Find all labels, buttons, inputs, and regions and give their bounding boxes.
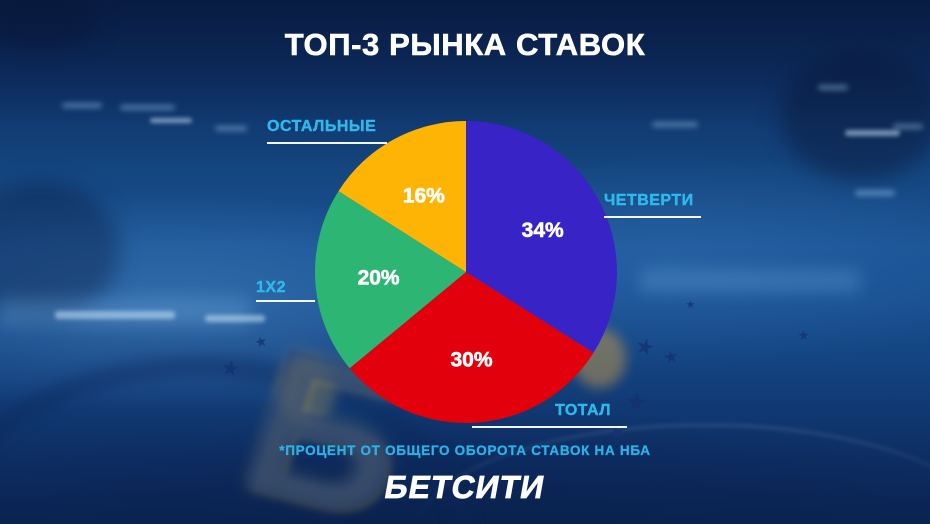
court-line-arc — [415, 424, 930, 524]
callout-total: ТОТАЛ — [472, 402, 627, 429]
led-streak — [845, 130, 900, 136]
led-streak — [855, 190, 895, 196]
led-streak — [55, 311, 175, 319]
pie-value-label: 30% — [450, 348, 492, 371]
footnote: *ПРОЦЕНТ ОТ ОБЩЕГО ОБОРОТА СТАВОК НА НБА — [279, 443, 651, 458]
chart-title: ТОП-3 РЫНКА СТАВОК — [284, 27, 646, 63]
leader-line — [604, 216, 701, 219]
led-streak — [818, 85, 848, 90]
court-khaki-graphic — [278, 358, 336, 424]
pie-slice-1x2 — [315, 191, 466, 369]
led-streak — [62, 103, 102, 108]
star-icon — [686, 300, 695, 309]
callout-chetverti: ЧЕТВЕРТИ — [604, 192, 701, 219]
leader-line — [267, 142, 387, 145]
led-streak — [205, 315, 265, 322]
leader-line — [256, 300, 315, 303]
slice-label-chetverti: ЧЕТВЕРТИ — [604, 192, 694, 209]
leader-line — [472, 426, 627, 429]
pie-slice-остальные — [338, 121, 466, 272]
star-icon — [310, 442, 318, 450]
brand-logo: БЕТСИТИ — [0, 469, 930, 506]
led-streak — [893, 124, 923, 129]
slice-label-1x2: 1X2 — [256, 279, 286, 296]
callout-ostalnye: ОСТАЛЬНЫЕ — [267, 118, 387, 145]
led-streak — [652, 122, 698, 127]
led-streak — [150, 118, 192, 123]
led-streak — [215, 126, 247, 131]
pie-slice-четверти — [466, 121, 617, 353]
brand-logo-text: БЕТСИТИ — [382, 469, 549, 506]
slice-label-ostalnye: ОСТАЛЬНЫЕ — [267, 118, 377, 135]
star-icon — [798, 330, 809, 341]
pie-value-label: 34% — [522, 219, 564, 242]
led-streak — [120, 105, 175, 110]
stand-shadow — [780, 50, 930, 180]
pie-value-label: 16% — [403, 184, 445, 207]
callout-1x2: 1X2 — [256, 279, 315, 303]
pie-chart-svg: 34% 30% 20% 16% — [315, 121, 617, 423]
slice-label-total: ТОТАЛ — [554, 402, 611, 419]
led-board-haze — [640, 270, 860, 292]
pie-value-label: 20% — [358, 267, 400, 290]
pie-slice-тотал — [349, 272, 594, 423]
